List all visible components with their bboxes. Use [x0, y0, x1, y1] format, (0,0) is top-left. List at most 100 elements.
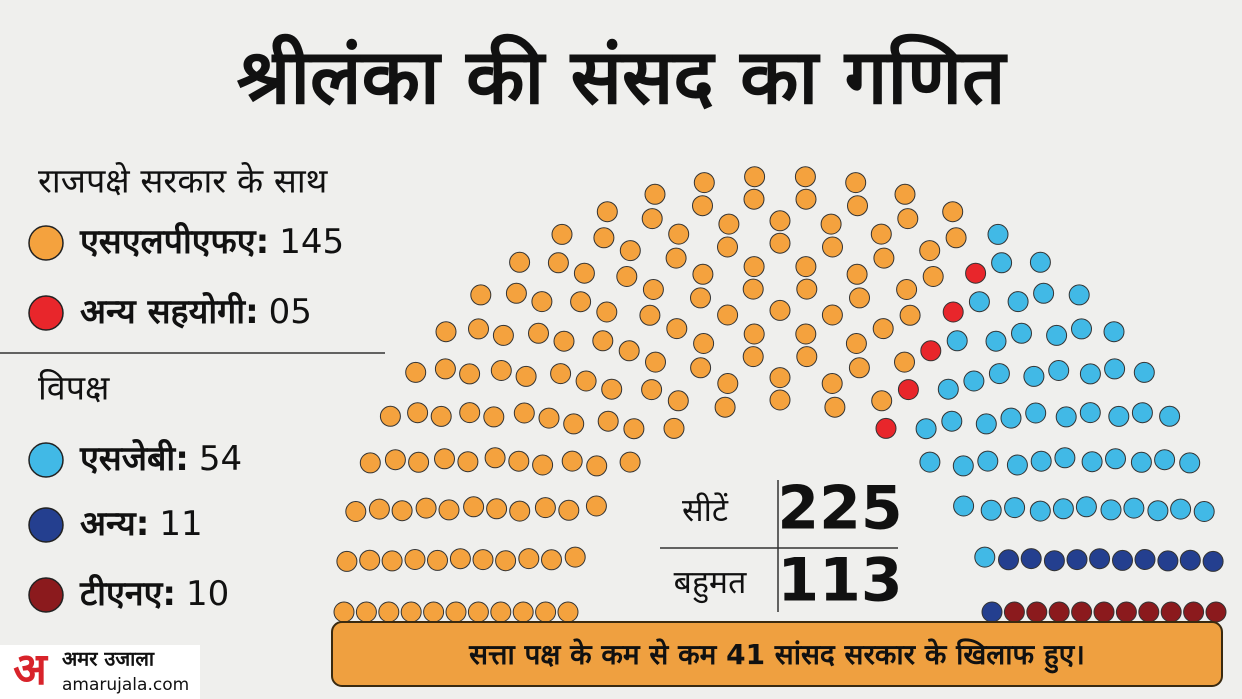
seat	[663, 417, 685, 439]
seat	[1046, 324, 1068, 346]
seat	[1130, 451, 1152, 473]
summary-label: सीटें	[682, 491, 729, 529]
seat	[472, 549, 494, 571]
seat	[415, 497, 437, 519]
seat	[484, 447, 506, 469]
seat	[553, 330, 575, 352]
seat	[894, 183, 916, 205]
seat	[1006, 454, 1028, 476]
seat	[769, 299, 791, 321]
seat	[1154, 449, 1176, 471]
seat	[692, 263, 714, 285]
legend-value: 145	[279, 222, 344, 262]
seat	[561, 450, 583, 472]
seat	[355, 601, 377, 623]
legend-swatch	[28, 577, 64, 613]
seat	[985, 330, 1007, 352]
seat	[945, 227, 967, 249]
seat	[744, 166, 766, 188]
seat	[1004, 497, 1026, 519]
seat	[998, 549, 1019, 571]
legend-name: एसजेबी:	[79, 438, 189, 479]
legend-group-title: विपक्ष	[38, 369, 110, 409]
seat	[743, 323, 765, 345]
seat	[796, 278, 818, 300]
seat	[1100, 499, 1122, 521]
seat	[404, 549, 426, 570]
seat	[769, 232, 791, 254]
seat	[667, 390, 689, 412]
seat	[942, 301, 964, 323]
seat	[512, 601, 534, 623]
seat	[1133, 361, 1155, 383]
seat	[714, 396, 736, 418]
seat	[538, 407, 560, 429]
brand-mark: अ	[13, 644, 48, 695]
seat	[848, 357, 870, 379]
seat	[378, 601, 400, 623]
seat	[1179, 452, 1201, 474]
seat	[1026, 601, 1048, 623]
seat	[666, 318, 688, 340]
seat	[922, 266, 944, 287]
legend-name: एसएलपीएफए:	[79, 221, 269, 262]
seat	[988, 363, 1010, 385]
seat	[1205, 601, 1227, 623]
seat	[1081, 451, 1103, 473]
seat	[693, 333, 715, 354]
summary-value: 225	[777, 474, 902, 544]
seat	[541, 549, 562, 571]
seat	[1068, 284, 1090, 306]
legend-name: अन्य:	[80, 504, 149, 544]
seat	[1011, 322, 1032, 344]
seat	[623, 418, 645, 440]
seat	[597, 410, 619, 432]
seat	[941, 410, 963, 432]
seat	[359, 452, 381, 474]
seat	[642, 279, 664, 300]
seat	[952, 455, 974, 477]
seat	[690, 287, 711, 309]
seat	[547, 252, 569, 274]
seat	[846, 263, 868, 285]
seat	[531, 291, 553, 313]
legend-swatch	[28, 442, 64, 478]
seat	[795, 323, 817, 345]
seat	[470, 284, 492, 306]
summary-value: 113	[777, 546, 902, 616]
seat	[987, 223, 1009, 245]
seat	[508, 450, 530, 472]
seat	[1183, 601, 1205, 623]
legend-label: अन्य सहयोगी: 05	[80, 291, 312, 332]
seat	[616, 266, 638, 287]
seat	[573, 262, 595, 284]
seat	[1071, 318, 1092, 340]
seat	[665, 247, 687, 269]
seat	[769, 210, 791, 232]
seat	[551, 223, 573, 245]
seat	[1103, 321, 1125, 343]
seat	[821, 373, 843, 394]
seat	[596, 201, 618, 223]
seat	[1029, 500, 1051, 522]
seat	[407, 402, 429, 424]
seat	[1193, 501, 1215, 522]
seat	[391, 500, 413, 522]
seat	[575, 370, 597, 392]
seat	[690, 357, 712, 379]
seat	[871, 390, 893, 412]
seat	[486, 498, 508, 520]
seat	[942, 201, 964, 223]
seat	[1105, 448, 1126, 470]
seat	[769, 367, 791, 389]
seat	[897, 379, 919, 401]
seat	[915, 418, 937, 440]
seats	[333, 166, 1227, 623]
seat	[919, 451, 941, 473]
seat	[873, 247, 895, 269]
seat	[1000, 407, 1022, 429]
seat	[534, 497, 556, 519]
seat	[845, 172, 867, 194]
seat	[1134, 549, 1156, 570]
